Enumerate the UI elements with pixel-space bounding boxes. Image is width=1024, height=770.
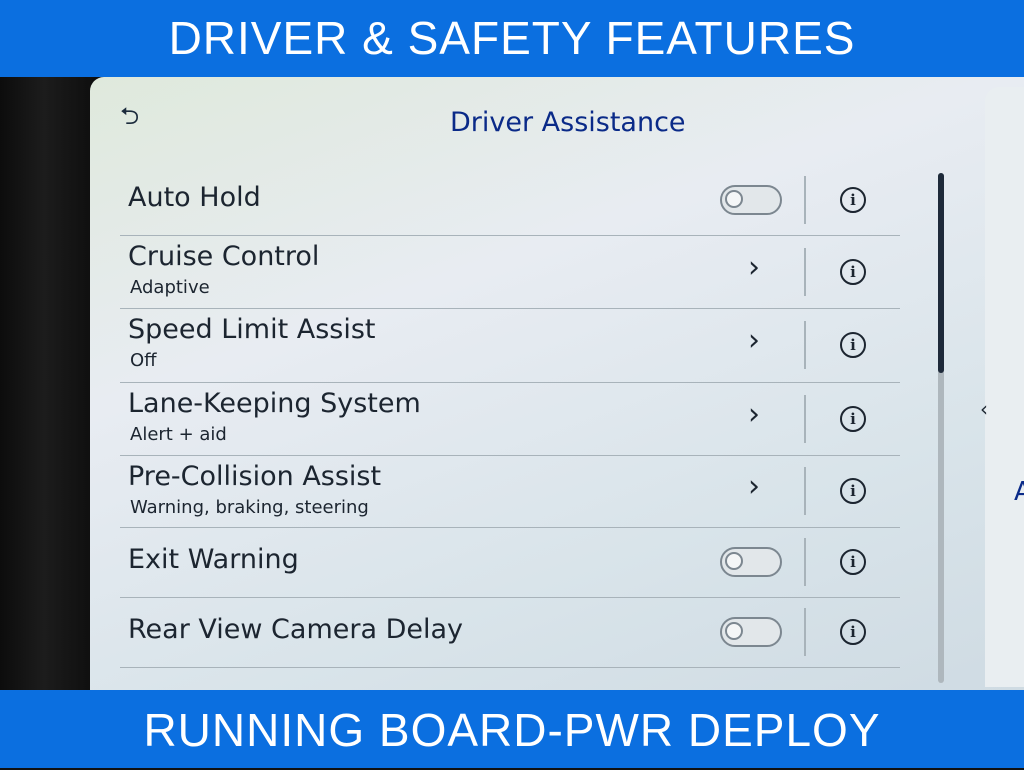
toggle-switch[interactable] [720, 617, 782, 647]
setting-row-exit-warning[interactable]: Exit Warning i [120, 527, 900, 598]
info-icon[interactable]: i [840, 549, 866, 575]
chevron-left-icon[interactable]: ‹ [980, 397, 988, 421]
divider [804, 467, 806, 515]
setting-label: Pre-Collision Assist [128, 461, 382, 492]
setting-value: Warning, braking, steering [130, 497, 369, 518]
top-banner: DRIVER & SAFETY FEATURES [0, 0, 1024, 77]
setting-label: Cruise Control [128, 241, 320, 272]
infotainment-screen: ⮌ Driver Assistance Auto Hold i Cruise Con… [90, 77, 1024, 690]
toggle-switch[interactable] [720, 185, 782, 215]
divider [804, 394, 806, 443]
page-title: Driver Assistance [450, 107, 686, 138]
setting-value: Alert + aid [130, 424, 227, 445]
scrollbar[interactable] [938, 173, 944, 683]
info-icon[interactable]: i [840, 332, 866, 358]
setting-row-auto-hold[interactable]: Auto Hold i [120, 165, 900, 236]
bottom-banner: RUNNING BOARD-PWR DEPLOY [0, 690, 1024, 768]
setting-label: Lane-Keeping System [128, 388, 421, 419]
info-icon[interactable]: i [840, 258, 866, 285]
back-arrow-icon[interactable]: ⮌ [120, 102, 140, 130]
info-icon[interactable]: i [840, 619, 866, 645]
info-icon[interactable]: i [840, 478, 866, 504]
setting-row-rear-view-camera-delay[interactable]: Rear View Camera Delay i [120, 597, 900, 668]
divider [804, 608, 806, 656]
side-panel[interactable] [985, 87, 1024, 687]
chevron-right-icon[interactable]: › [748, 469, 760, 504]
setting-label: Rear View Camera Delay [128, 614, 464, 645]
setting-row-speed-limit-assist[interactable]: Speed Limit Assist Off › i [120, 308, 900, 383]
setting-row-pre-collision-assist[interactable]: Pre-Collision Assist Warning, braking, st… [120, 455, 900, 528]
info-icon[interactable]: i [840, 405, 866, 432]
divider [804, 538, 806, 586]
side-panel-label: A [1014, 477, 1024, 507]
divider [804, 321, 806, 369]
setting-value: Off [130, 350, 157, 371]
chevron-right-icon[interactable]: › [748, 396, 760, 432]
setting-row-lane-keeping-system[interactable]: Lane-Keeping System Alert + aid › i [120, 382, 900, 456]
setting-label: Exit Warning [128, 544, 299, 575]
chevron-right-icon[interactable]: › [748, 249, 760, 285]
scrollbar-thumb[interactable] [938, 173, 944, 373]
setting-label: Speed Limit Assist [128, 314, 376, 345]
chevron-right-icon[interactable]: › [748, 323, 760, 358]
setting-label: Auto Hold [128, 182, 261, 213]
info-icon[interactable]: i [840, 187, 866, 213]
setting-row-cruise-control[interactable]: Cruise Control Adaptive › i [120, 235, 900, 309]
toggle-switch[interactable] [720, 547, 782, 577]
divider [804, 176, 806, 224]
divider [804, 247, 806, 296]
setting-value: Adaptive [130, 277, 210, 298]
